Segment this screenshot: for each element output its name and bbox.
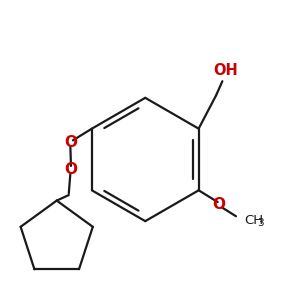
Text: O: O — [64, 162, 77, 177]
Text: O: O — [213, 197, 226, 212]
Text: 3: 3 — [257, 218, 264, 228]
Text: CH: CH — [244, 214, 264, 227]
Text: O: O — [64, 135, 77, 150]
Text: OH: OH — [213, 63, 238, 78]
